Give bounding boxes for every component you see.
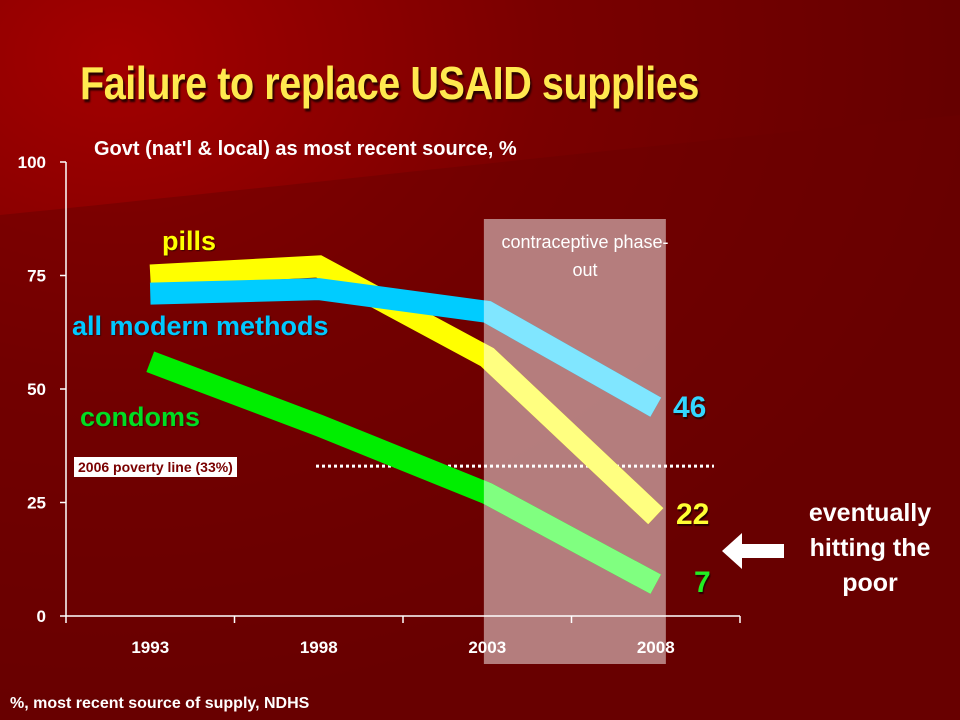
slide-title: Failure to replace USAID supplies xyxy=(80,57,699,109)
chart-axes: 0 25 50 75 100 1993 1998 2003 2008 xyxy=(18,153,741,657)
y-tick-label: 0 xyxy=(37,607,46,626)
end-label-pills: 22 xyxy=(676,498,710,531)
series-line-all-modern-phaseout xyxy=(483,300,662,417)
poverty-line-label: 2006 poverty line (33%) xyxy=(74,457,237,477)
series-line-pills-phaseout xyxy=(483,342,664,525)
series-line-condoms-phaseout xyxy=(483,480,661,594)
y-tick-label: 50 xyxy=(27,380,46,399)
callout-note: eventually hitting the poor xyxy=(808,499,932,597)
series-layer xyxy=(146,255,664,594)
chart-subtitle: Govt (nat'l & local) as most recent sour… xyxy=(94,138,517,160)
x-tick-label: 1998 xyxy=(300,638,338,657)
x-tick-label: 1993 xyxy=(131,638,169,657)
left-arrow-icon xyxy=(722,533,784,569)
series-label-pills: pills xyxy=(162,226,217,256)
source-footnote: %, most recent source of supply, NDHS xyxy=(10,695,310,712)
x-tick-label: 2003 xyxy=(468,638,506,657)
series-label-condoms: condoms xyxy=(80,402,201,432)
end-label-all-modern: 46 xyxy=(673,391,707,424)
x-tick-label: 2008 xyxy=(637,638,675,657)
series-label-all-modern: all modern methods xyxy=(72,311,329,341)
y-tick-label: 100 xyxy=(18,153,46,172)
phaseout-label: contraceptive phase-out xyxy=(501,232,669,280)
y-tick-label: 75 xyxy=(27,267,46,286)
end-label-condoms: 7 xyxy=(694,566,711,599)
y-tick-label: 25 xyxy=(27,494,46,513)
